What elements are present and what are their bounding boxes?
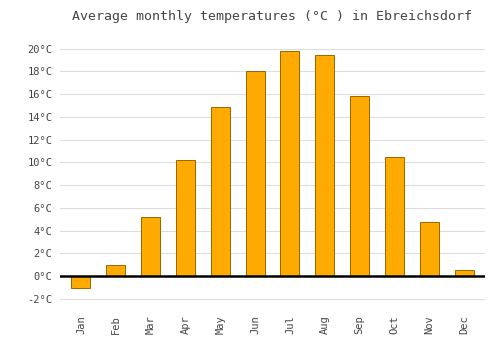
Bar [350,96,369,276]
Bar [176,160,195,276]
Bar [106,265,126,276]
Title: Average monthly temperatures (°C ) in Ebreichsdorf: Average monthly temperatures (°C ) in Eb… [72,10,472,23]
Bar [420,222,439,276]
Bar [280,51,299,276]
Bar [246,71,264,276]
Bar [454,271,473,276]
Bar [315,55,334,276]
Bar [210,107,230,276]
Bar [385,157,404,276]
Bar [72,276,90,287]
Bar [141,217,160,276]
